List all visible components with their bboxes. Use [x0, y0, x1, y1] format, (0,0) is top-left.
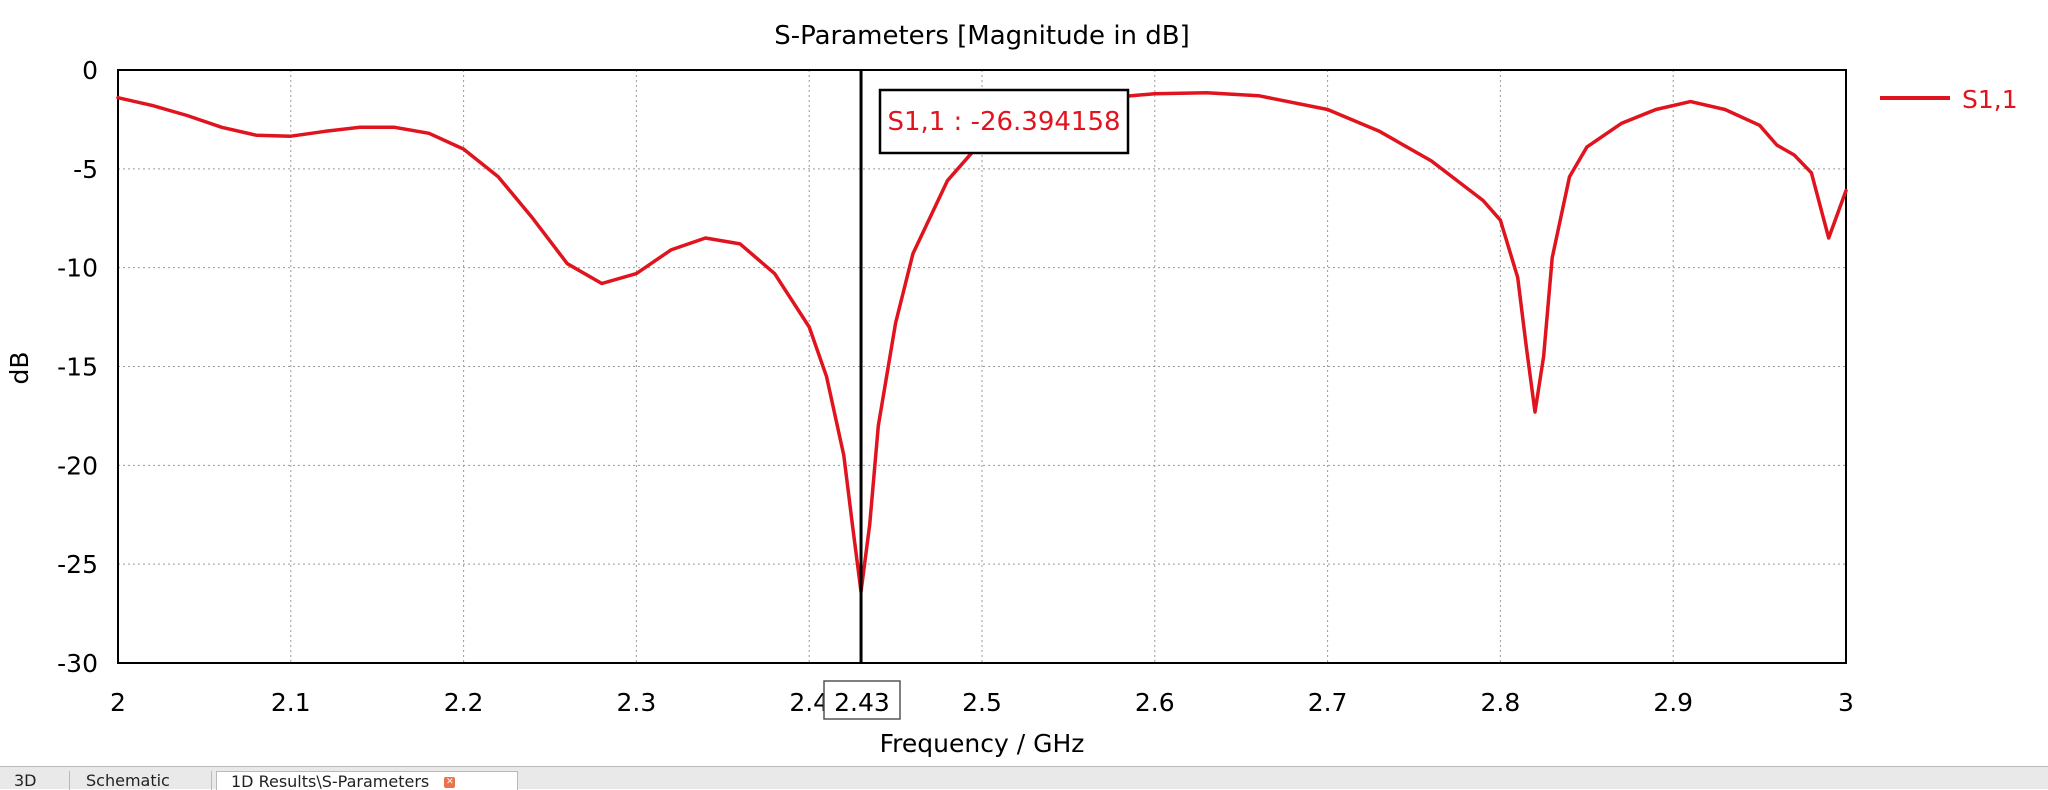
x-tick-label: 2.3 — [617, 688, 657, 717]
s-parameter-chart: S-Parameters [Magnitude in dB] dB Freque… — [5, 21, 2018, 758]
y-tick-label: 0 — [82, 56, 98, 85]
x-tick-label: 2.6 — [1135, 688, 1175, 717]
y-tick-label: -15 — [57, 353, 98, 382]
tab-results-label: 1D Results\S-Parameters — [231, 772, 430, 790]
marker-x-label: 2.43 — [834, 688, 890, 717]
x-tick-label: 2.7 — [1308, 688, 1348, 717]
marker-readout-box — [878, 88, 1130, 155]
x-tick-label: 2.1 — [271, 688, 311, 717]
x-tick-label: 2.8 — [1481, 688, 1521, 717]
marker-readout-text: S1,1 : -26.394158 — [887, 107, 1120, 137]
x-tick-label: 2 — [110, 688, 126, 717]
plot-area-frame — [117, 69, 1847, 664]
tab-schematic[interactable]: Schematic — [72, 771, 212, 790]
y-tick-label: -10 — [57, 254, 98, 283]
close-icon[interactable]: ✕ — [444, 777, 456, 788]
tab-1d-results-s-parameters[interactable]: 1D Results\S-Parameters ✕ — [216, 771, 518, 790]
editor-tab-bar: 3D Schematic 1D Results\S-Parameters ✕ — [0, 766, 2048, 790]
x-tick-label: 2.4 — [789, 688, 829, 717]
series-layer — [116, 90, 1848, 594]
x-tick-label: 2.5 — [962, 688, 1002, 717]
x-axis-label: Frequency / GHz — [880, 729, 1085, 758]
chart-title: S-Parameters [Magnitude in dB] — [774, 21, 1190, 51]
tab-3d-label: 3D — [14, 771, 37, 790]
marker-layer[interactable]: S1,1 : -26.394158 2.43 — [823, 70, 1130, 720]
x-tick-label: 2.2 — [444, 688, 484, 717]
y-tick-label: -30 — [57, 649, 98, 678]
y-tick-label: -5 — [73, 155, 98, 184]
y-tick-label: -25 — [57, 550, 98, 579]
series-line-s11 — [116, 90, 1848, 594]
x-tick-label: 2.9 — [1653, 688, 1693, 717]
tab-3d[interactable]: 3D — [0, 771, 70, 790]
tick-labels: 2 2.1 2.2 2.3 2.4 2.5 2.6 2.7 2.8 2.9 3 0 -5 -10 -15 -2… — [57, 56, 1854, 717]
legend: S1,1 — [1880, 85, 2018, 114]
y-axis-label: dB — [5, 351, 34, 384]
y-tick-label: -20 — [57, 451, 98, 480]
tab-schematic-label: Schematic — [86, 771, 170, 790]
marker-x-box — [823, 680, 901, 720]
x-tick-label: 3 — [1838, 688, 1854, 717]
legend-label-s11: S1,1 — [1962, 85, 2018, 114]
grid — [118, 70, 1846, 663]
